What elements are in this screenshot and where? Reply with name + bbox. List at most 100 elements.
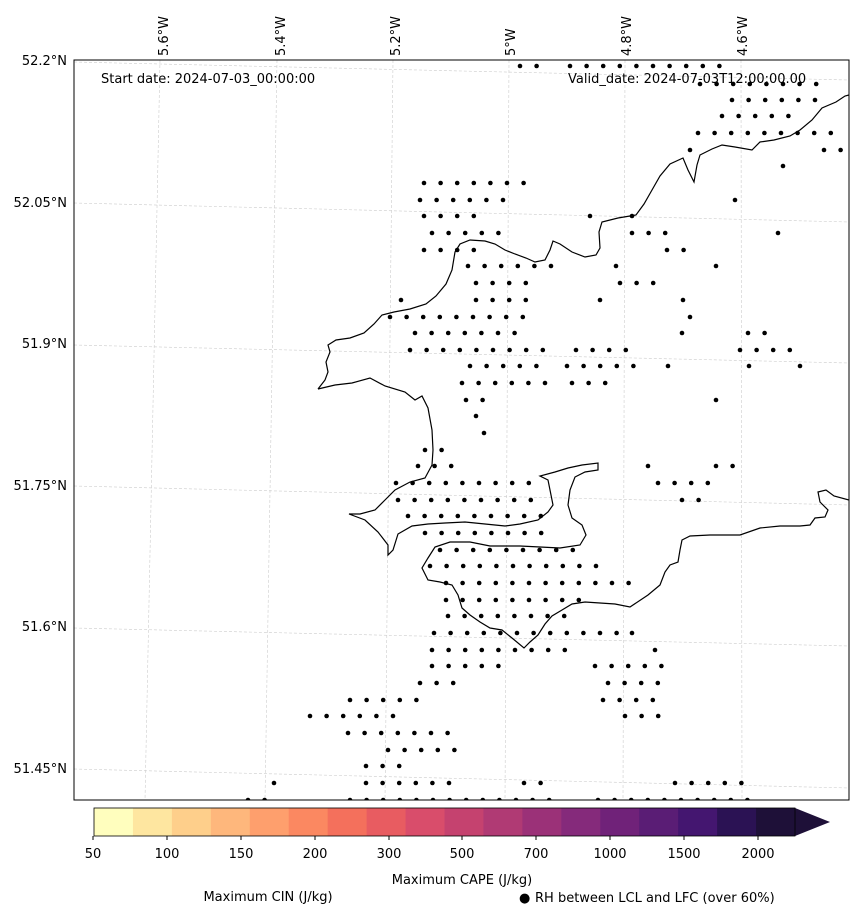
rh-dot (462, 647, 468, 653)
colorbar-tick-label: 700 (524, 847, 549, 862)
colorbar-segment (288, 808, 329, 836)
lon-label: 4.8°W (620, 16, 635, 56)
rh-dot (395, 497, 401, 503)
rh-dot (569, 380, 575, 386)
rh-dot (746, 363, 752, 369)
colorbar-segment (678, 808, 718, 836)
rh-dot (444, 563, 449, 569)
rh-dot (496, 663, 501, 669)
rh-dot (510, 580, 515, 586)
rh-dot (437, 314, 443, 320)
rh-dot (570, 547, 576, 553)
cin-label: Maximum CIN (J/kg) (203, 890, 332, 905)
rh-dot (443, 597, 449, 603)
rh-dot (445, 497, 451, 503)
rh-dot (522, 530, 527, 536)
rh-dot (688, 480, 694, 486)
rh-dot (363, 763, 369, 769)
rh-dot (606, 347, 612, 353)
rh-dot (567, 63, 573, 69)
rh-dot (713, 263, 719, 269)
rh-dot (364, 797, 369, 800)
rh-dot (646, 230, 651, 236)
rh-dot (730, 81, 736, 87)
rh-dot (597, 297, 603, 303)
rh-dot (745, 330, 751, 336)
rh-dot (614, 363, 620, 369)
rh-dot (526, 580, 532, 586)
rh-dot (512, 647, 518, 653)
rh-dot (545, 613, 550, 619)
rh-dot (515, 263, 521, 269)
rh-dot (347, 697, 353, 703)
rh-dot (448, 463, 454, 469)
rh-dot (398, 297, 404, 303)
rh-dot (679, 497, 685, 503)
rh-dot (728, 130, 734, 136)
rh-dot (481, 430, 487, 436)
colorbar-frame (93, 807, 796, 837)
colorbar-tick-label: 500 (450, 847, 475, 862)
rh-dot (424, 347, 429, 353)
rh-dot (478, 613, 484, 619)
rh-dot (430, 797, 436, 800)
rh-dot (506, 280, 512, 286)
rh-dot (378, 730, 384, 736)
colorbar-tick-label: 1000 (593, 847, 626, 862)
rh-dot (438, 180, 443, 186)
rh-dot (659, 663, 664, 669)
rh-dot (517, 63, 523, 69)
rh-dot (434, 680, 439, 686)
rh-dot (479, 330, 484, 336)
rh-dot (662, 230, 668, 236)
colorbar-segment (756, 808, 796, 836)
rh-dot (488, 513, 494, 519)
rh-dot (473, 297, 479, 303)
rh-dot (828, 130, 834, 136)
rh-dot (683, 63, 689, 69)
colorbar-segment (483, 808, 523, 836)
rh-dot (609, 580, 615, 586)
valid-date-label: Valid_date: 2024-07-03T12:00:00.00 (568, 72, 806, 87)
rh-dot (460, 480, 465, 486)
rh-dot (600, 697, 606, 703)
rh-dot (445, 730, 450, 736)
gridline-lat (74, 202, 849, 223)
rh-dot (460, 580, 465, 586)
rh-dot (345, 730, 351, 736)
rh-dot (634, 63, 639, 69)
rh-dot (438, 247, 443, 253)
rh-dot (497, 797, 502, 800)
rh-dot (385, 747, 391, 753)
rh-dot (545, 647, 551, 653)
rh-dot (363, 780, 369, 786)
lon-label: 5.4°W (274, 16, 289, 56)
rh-dot (380, 797, 386, 800)
rh-dot (495, 497, 500, 503)
rh-dot (495, 613, 501, 619)
rh-dot (573, 347, 579, 353)
rh-dot (713, 397, 719, 403)
lat-label: 51.9°N (22, 337, 67, 352)
rh-dot (429, 647, 435, 653)
rh-dot (622, 680, 627, 686)
rh-dot (638, 680, 644, 686)
lon-label: 5°W (504, 28, 519, 56)
rh-dot (645, 463, 651, 469)
rh-dot (537, 547, 542, 553)
rh-dot (562, 647, 568, 653)
rh-dot (665, 363, 671, 369)
rh-dot (455, 530, 461, 536)
rh-dot (438, 213, 443, 219)
rh-dot (496, 647, 501, 653)
rh-dot (672, 480, 677, 486)
rh-dot (462, 497, 467, 503)
rh-dot (454, 314, 459, 320)
rh-dot (821, 147, 827, 153)
rh-dot (797, 81, 802, 87)
rh-dot (642, 663, 648, 669)
rh-dot (695, 797, 700, 800)
gridline-lat (74, 344, 849, 364)
rh-dot (631, 363, 636, 369)
rh-dot (452, 747, 457, 753)
